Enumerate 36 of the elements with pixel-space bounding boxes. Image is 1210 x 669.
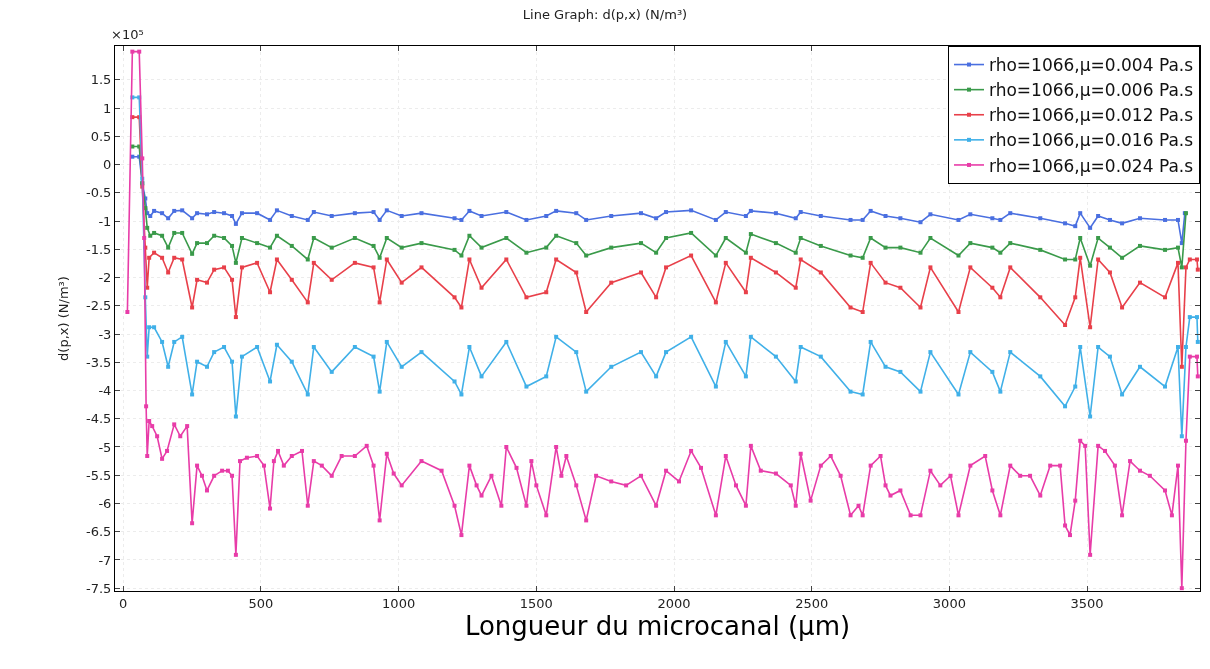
y-tick-label: -7.5 <box>86 580 112 596</box>
y-tick-label: 0.5 <box>90 128 112 144</box>
chart-title: Line Graph: d(p,x) (N/m³) <box>522 7 688 23</box>
legend-label: rho=1066,µ=0.006 Pa.s <box>989 80 1194 101</box>
y-tick-label: -6 <box>98 496 112 512</box>
y-tick-label: -6.5 <box>86 524 112 540</box>
text: ×10⁵ <box>111 27 144 42</box>
x-tick-label: 1500 <box>519 595 553 611</box>
y-axis-title: d(p,x) (N/m³) <box>55 276 71 361</box>
legend-label: rho=1066,µ=0.004 Pa.s <box>989 55 1194 76</box>
y-tick-label: -7 <box>98 552 112 568</box>
x-tick-label: 0 <box>119 595 128 611</box>
legend-label: rho=1066,µ=0.016 Pa.s <box>989 130 1194 151</box>
y-tick-label: -4 <box>98 383 112 399</box>
y-tick-label: -2 <box>98 270 112 286</box>
y-tick-label: 1 <box>103 100 112 116</box>
x-tick-label: 3000 <box>932 595 966 611</box>
x-axis-title: Longueur du microcanal (µm) <box>464 610 851 641</box>
y-tick-label: -1.5 <box>86 241 112 257</box>
y-tick-label: -5.5 <box>86 467 112 483</box>
x-tick-label: 500 <box>248 595 274 611</box>
y-tick-label: -4.5 <box>86 411 112 427</box>
x-tick-label: 3500 <box>1070 595 1104 611</box>
x-tick-label: 1000 <box>382 595 416 611</box>
y-tick-label: -0.5 <box>86 185 112 201</box>
y-tick-label: -5 <box>98 439 112 455</box>
y-tick-label: 0 <box>103 157 112 173</box>
y-tick-label: -3 <box>98 326 112 342</box>
x-tick-label: 2500 <box>795 595 829 611</box>
y-tick-label: -1 <box>98 213 112 229</box>
legend-label: rho=1066,µ=0.012 Pa.s <box>989 105 1194 126</box>
y-tick-label: -3.5 <box>86 354 112 370</box>
y-tick-label: 1.5 <box>90 72 112 88</box>
x-tick-label: 2000 <box>657 595 691 611</box>
legend-label: rho=1066,µ=0.024 Pa.s <box>989 155 1194 176</box>
y-tick-label: -2.5 <box>86 298 112 314</box>
